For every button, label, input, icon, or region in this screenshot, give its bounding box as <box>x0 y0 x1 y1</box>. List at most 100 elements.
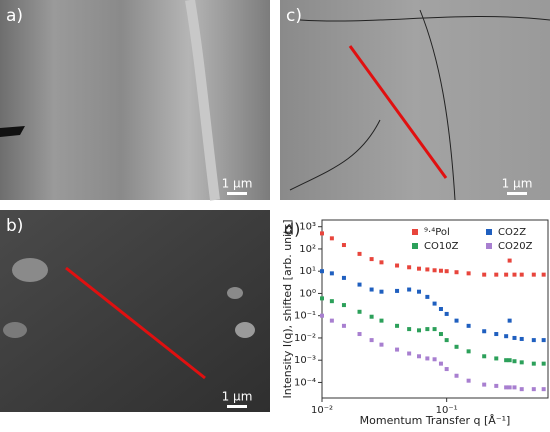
y-tick-label: 10⁻¹ <box>294 311 316 322</box>
data-point <box>531 387 536 392</box>
data-point <box>512 335 517 340</box>
data-point <box>541 338 546 343</box>
data-point <box>466 271 471 276</box>
data-point <box>519 387 524 392</box>
data-point <box>454 344 459 349</box>
data-point <box>432 357 437 362</box>
crack <box>0 126 25 137</box>
data-point <box>444 311 449 316</box>
data-point <box>519 360 524 365</box>
particle <box>3 322 27 338</box>
data-point <box>407 287 412 292</box>
scale-bar-label: 1 μm <box>502 177 533 191</box>
data-point <box>482 272 487 277</box>
data-point <box>494 356 499 361</box>
y-tick-label: 10² <box>299 244 316 255</box>
data-point <box>466 349 471 354</box>
data-point <box>407 351 412 356</box>
data-point <box>432 268 437 273</box>
data-point <box>329 236 334 241</box>
data-point <box>507 258 512 263</box>
data-point <box>512 359 517 364</box>
data-point <box>494 272 499 277</box>
scale-bar-label: 1 μm <box>222 390 253 404</box>
data-point <box>395 347 400 352</box>
data-point <box>507 385 512 390</box>
panel-label: b) <box>6 216 23 236</box>
x-tick-label: 10⁻¹ <box>436 405 458 416</box>
data-point <box>466 378 471 383</box>
cracks <box>289 9 550 201</box>
particle <box>12 258 48 282</box>
data-point <box>438 307 443 311</box>
data-point <box>329 271 334 276</box>
y-axis-label: Intensity I(q), shifted [arb. units] <box>281 219 294 398</box>
data-point <box>504 358 509 363</box>
y-tick-label: 10³ <box>299 222 316 233</box>
data-point <box>369 257 374 262</box>
data-point <box>519 336 524 341</box>
data-point <box>494 383 499 388</box>
data-point <box>519 272 524 277</box>
data-point <box>379 289 384 294</box>
data-point <box>531 272 536 277</box>
scale-bar <box>227 192 247 195</box>
x-axis-label: Momentum Transfer q [Å⁻¹] <box>360 414 511 427</box>
data-point <box>507 318 512 323</box>
data-point <box>357 251 362 256</box>
data-point <box>395 323 400 328</box>
data-point <box>357 309 362 314</box>
micrograph-c <box>280 0 550 200</box>
data-point <box>531 338 536 343</box>
data-point <box>432 301 437 306</box>
data-point <box>395 288 400 293</box>
data-point <box>454 318 459 323</box>
data-point <box>320 313 324 318</box>
data-point <box>512 385 517 390</box>
data-point <box>454 373 459 378</box>
data-point <box>482 382 487 387</box>
y-tick-label: 10⁻² <box>294 333 316 344</box>
legend-label: CO10Z <box>424 241 459 252</box>
legend-label: CO2Z <box>498 227 526 238</box>
data-point <box>482 329 487 334</box>
data-point <box>512 272 517 277</box>
data-point <box>407 327 412 332</box>
data-point <box>341 243 346 248</box>
data-point <box>357 282 362 287</box>
data-point <box>417 328 422 333</box>
panel-label: d) <box>284 220 300 239</box>
data-point <box>341 323 346 328</box>
particle <box>227 287 243 299</box>
data-point <box>425 294 430 299</box>
data-point <box>531 361 536 366</box>
data-point <box>438 361 443 366</box>
data-point <box>438 268 443 273</box>
data-point <box>395 263 400 268</box>
scale-bar <box>507 192 527 195</box>
data-point <box>417 266 422 271</box>
data-point <box>320 269 324 274</box>
legend-marker <box>412 229 418 235</box>
data-point <box>320 296 324 301</box>
data-point <box>425 267 430 272</box>
legend-marker <box>412 243 418 249</box>
data-point <box>329 318 334 323</box>
data-point <box>494 332 499 337</box>
data-point <box>504 385 509 390</box>
y-tick-label: 10⁻³ <box>294 355 316 366</box>
data-point <box>541 361 546 366</box>
y-tick-label: 10¹ <box>299 266 316 277</box>
profile-line <box>65 266 206 380</box>
data-point <box>482 354 487 359</box>
data-point <box>444 338 449 343</box>
data-point <box>504 334 509 339</box>
data-point <box>357 332 362 337</box>
data-point <box>379 342 384 347</box>
data-point <box>341 275 346 280</box>
data-point <box>320 231 324 236</box>
data-point <box>444 269 449 274</box>
data-point <box>341 303 346 308</box>
data-point <box>417 289 422 294</box>
